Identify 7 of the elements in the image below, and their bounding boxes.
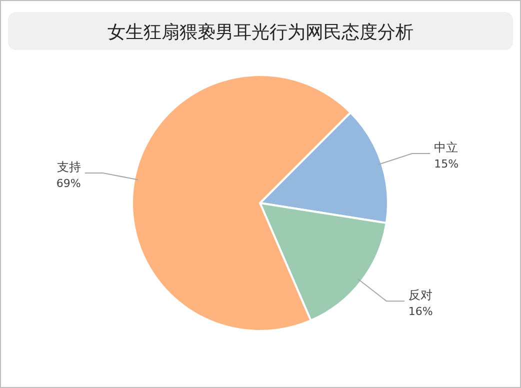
data-label: 16% (408, 305, 433, 318)
slice-label: 支持 (56, 160, 81, 174)
slice-label: 中立 (434, 140, 458, 155)
data-label: 15% (434, 158, 459, 171)
chart-title: 女生狂扇猥亵男耳光行为网民态度分析 (108, 22, 414, 43)
slice-label: 反对 (408, 288, 432, 302)
data-label: 69% (56, 177, 81, 190)
